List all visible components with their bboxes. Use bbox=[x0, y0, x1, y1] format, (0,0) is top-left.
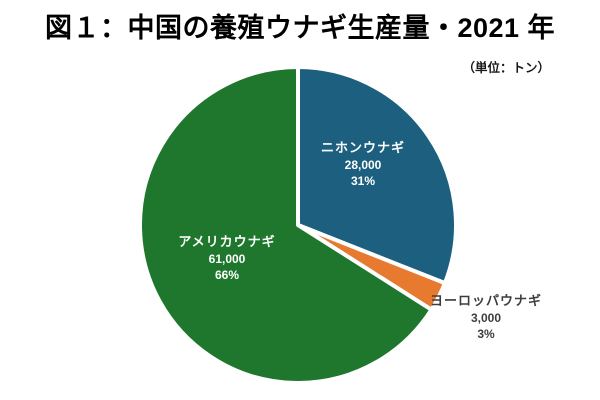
slice-pct-european-eel: 3% bbox=[477, 327, 495, 341]
slice-label-japanese-eel: ニホンウナギ 28,000 31% bbox=[321, 139, 405, 189]
slice-name-american-eel: アメリカウナギ bbox=[178, 234, 276, 249]
slice-name-european-eel: ヨーロッパウナギ bbox=[429, 293, 543, 308]
pie-slice-american-eel bbox=[138, 65, 434, 385]
slice-pct-japanese-eel: 31% bbox=[350, 174, 376, 188]
slice-label-european-eel: ヨーロッパウナギ 3,000 3% bbox=[430, 292, 542, 342]
slice-label-american-eel: アメリカウナギ 61,000 66% bbox=[178, 233, 275, 283]
slice-value-european-eel: 3,000 bbox=[470, 311, 502, 325]
slice-pct-american-eel: 66% bbox=[214, 268, 240, 282]
slice-name-japanese-eel: ニホンウナギ bbox=[320, 140, 406, 155]
slice-value-american-eel: 61,000 bbox=[208, 252, 246, 266]
unit-note: （単位：トン） bbox=[462, 61, 550, 75]
chart-title: 図１：中国の養殖ウナギ生産量・2021 年 bbox=[44, 13, 556, 43]
pie-slice-japanese-eel bbox=[296, 65, 458, 286]
slice-value-japanese-eel: 28,000 bbox=[344, 158, 382, 172]
